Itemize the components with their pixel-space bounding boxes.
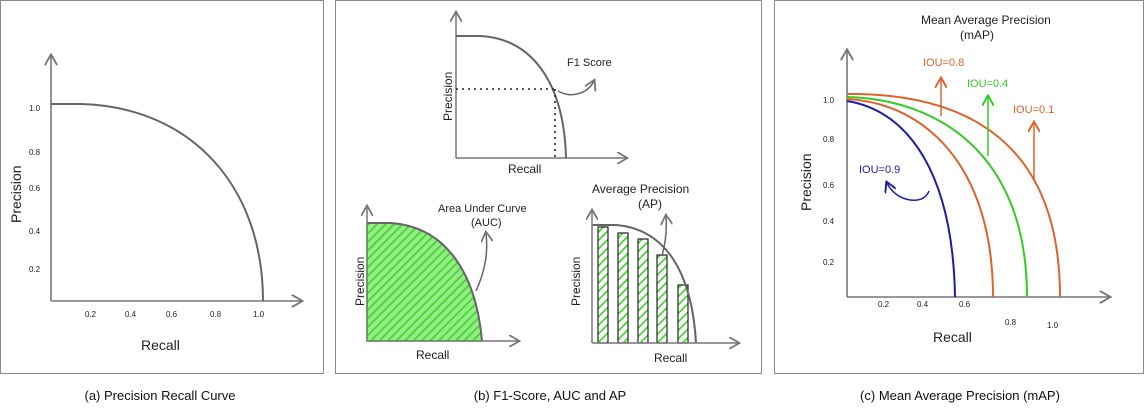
caption-a: (a) Precision Recall Curve <box>84 388 236 403</box>
curve-iou-0-9 <box>846 100 956 298</box>
x-tick-2: 0.4 <box>125 310 137 319</box>
auc-label-line1: Area Under Curve <box>438 203 527 215</box>
f1-y-label: Precision <box>441 72 455 121</box>
ap-bar-1 <box>597 226 609 344</box>
f1-score-label: F1 Score <box>567 57 612 69</box>
y-tick-3: 0.6 <box>29 184 41 193</box>
curve-iou-0-8 <box>846 98 994 298</box>
x-tick-3: 0.6 <box>959 300 971 309</box>
ap-bar-5 <box>677 284 689 344</box>
f1-auc-ap-plots: F1 Score Recall Precision Area Under Cur… <box>353 1 763 365</box>
y-tick-5: 0.2 <box>823 258 835 267</box>
f1-score-subplot: F1 Score Recall Precision <box>441 13 626 176</box>
caption-b: (b) F1-Score, AUC and AP <box>473 388 627 403</box>
map-plot: Mean Average Precision (mAP) IOU=0.8 IOU… <box>798 13 1144 345</box>
ap-x-label: Recall <box>654 351 687 365</box>
auc-y-label: Precision <box>353 257 367 306</box>
ap-curve <box>592 224 697 344</box>
auc-subplot: Area Under Curve (AUC) Recall Precision <box>353 203 527 362</box>
iou-0-8-label: IOU=0.8 <box>923 57 964 69</box>
x-tick-1: 0.2 <box>878 300 890 309</box>
iou-0-4-label: IOU=0.4 <box>967 78 1008 90</box>
y-tick-1: 1.0 <box>823 96 835 105</box>
f1-x-label: Recall <box>508 162 541 176</box>
auc-x-label: Recall <box>416 348 449 362</box>
auc-curve <box>367 222 483 342</box>
auc-label-line2: (AUC) <box>471 217 502 229</box>
iou-0-9-label: IOU=0.9 <box>859 164 900 176</box>
ap-subplot: Average Precision (AP) Recall Precision <box>569 182 738 365</box>
curve-iou-0-4 <box>846 96 1028 298</box>
x-tick-2: 0.4 <box>917 300 929 309</box>
x-tick-1: 0.2 <box>85 310 97 319</box>
y-tick-4: 0.4 <box>823 217 835 226</box>
ap-bar-4 <box>656 254 668 344</box>
x-axis-label: Recall <box>141 337 180 353</box>
ap-label-line2: (AP) <box>638 197 662 211</box>
panel-precision-recall-curve: 1.0 0.8 0.6 0.4 0.2 0.2 0.4 0.6 0.8 1.0 … <box>0 0 324 374</box>
f1-pointer-arrow <box>557 81 594 96</box>
y-tick-5: 0.2 <box>29 265 41 274</box>
x-tick-4: 0.8 <box>210 310 222 319</box>
map-title-line1: Mean Average Precision <box>921 13 1051 27</box>
caption-c: (c) Mean Average Precision (mAP) <box>860 388 1060 403</box>
ap-y-label: Precision <box>569 257 583 306</box>
x-tick-5: 1.0 <box>253 310 265 319</box>
auc-pointer-arrow <box>475 233 487 292</box>
y-tick-2: 0.8 <box>823 135 835 144</box>
ap-bar-3 <box>637 238 649 344</box>
x-tick-4: 0.8 <box>1005 318 1017 327</box>
y-axis-label: Precision <box>798 153 814 211</box>
x-tick-5: 1.0 <box>1047 321 1059 330</box>
pr-curve <box>51 103 264 302</box>
ap-bar-2 <box>617 232 629 344</box>
ap-pointer-arrow <box>662 216 666 257</box>
y-tick-3: 0.6 <box>823 181 835 190</box>
y-tick-1: 1.0 <box>29 104 41 113</box>
y-tick-2: 0.8 <box>29 148 41 157</box>
x-tick-3: 0.6 <box>166 310 178 319</box>
panel-mean-average-precision: Mean Average Precision (mAP) IOU=0.8 IOU… <box>774 0 1144 374</box>
iou-0-1-label: IOU=0.1 <box>1013 104 1054 116</box>
map-title-line2: (mAP) <box>960 28 994 42</box>
ap-label-line1: Average Precision <box>592 182 689 196</box>
iou-0-9-pointer <box>887 183 930 201</box>
pr-curve-plot: 1.0 0.8 0.6 0.4 0.2 0.2 0.4 0.6 0.8 1.0 … <box>8 1 325 353</box>
y-tick-4: 0.4 <box>29 227 41 236</box>
panel-f1-auc-ap: F1 Score Recall Precision Area Under Cur… <box>335 0 762 374</box>
curve-iou-0-1 <box>846 92 1061 298</box>
x-axis-label: Recall <box>933 329 972 345</box>
f1-curve <box>456 35 567 159</box>
y-axis-label: Precision <box>8 165 24 223</box>
